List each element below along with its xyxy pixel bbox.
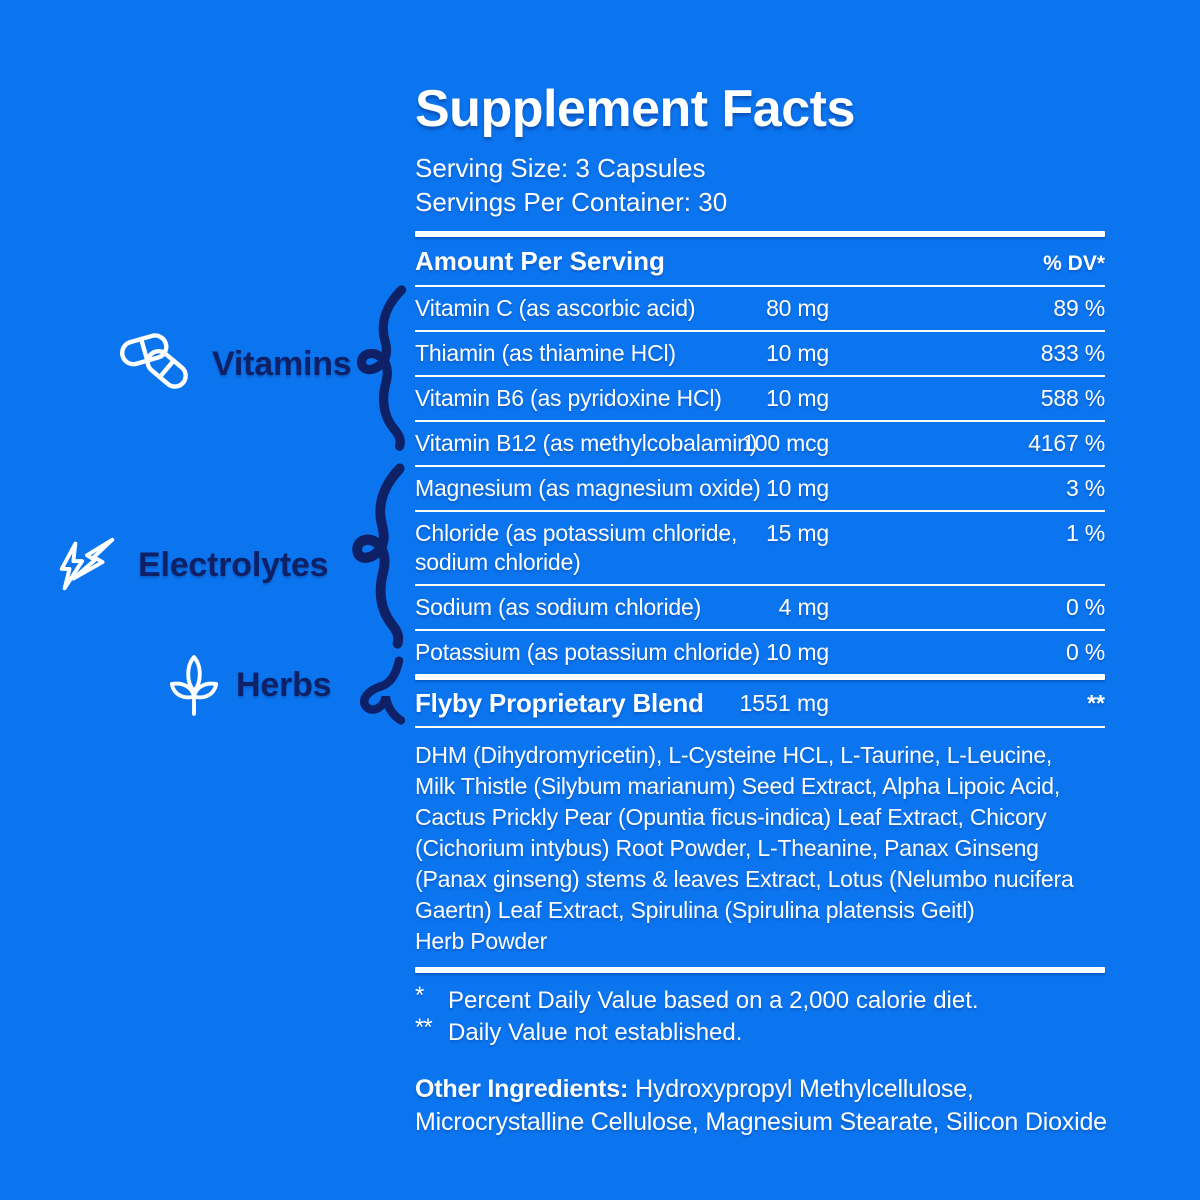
facts-panel: Supplement Facts Serving Size: 3 Capsule…: [415, 80, 1107, 1139]
category-vitamins: Vitamins: [112, 328, 352, 400]
blend-description: DHM (Dihydromyricetin), L-Cysteine HCL, …: [415, 740, 1105, 957]
ingredient-name-line2: sodium chloride): [415, 548, 581, 575]
table-row: Sodium (as sodium chloride) 4 mg 0 %: [415, 586, 1105, 631]
divider-thick-bottom: [415, 966, 1105, 973]
serving-size-text: Serving Size: 3 Capsules: [415, 152, 706, 183]
other-ingredients: Other Ingredients: Hydroxypropyl Methylce…: [415, 1073, 1130, 1139]
category-electrolytes-label: Electrolytes: [138, 545, 329, 584]
ingredient-dv: 0 %: [1065, 638, 1105, 665]
ingredient-name: Thiamin (as thiamine HCl): [415, 339, 676, 366]
ingredient-amount: 80 mg: [766, 294, 829, 321]
footnote-text: Daily Value not established.: [448, 1018, 743, 1046]
category-electrolytes: Electrolytes: [52, 530, 329, 600]
ingredient-name: Potassium (as potassium chloride): [415, 638, 760, 665]
blend-header-row: Flyby Proprietary Blend 1551 mg **: [415, 680, 1105, 728]
footnotes: * Percent Daily Value based on a 2,000 c…: [415, 982, 1105, 1049]
footnote-text: Percent Daily Value based on a 2,000 cal…: [448, 986, 979, 1014]
herbs-brace: [359, 656, 406, 725]
ingredient-name: Vitamin C (as ascorbic acid): [415, 294, 696, 321]
ingredient-amount: 10 mg: [766, 384, 829, 411]
ingredient-dv: 0 %: [1065, 593, 1105, 620]
ingredient-dv: 588 %: [1040, 384, 1105, 411]
blend-description-line: Herb Powder: [415, 927, 548, 954]
table-row: Chloride (as potassium chloride, sodium …: [415, 512, 1105, 586]
table-row: Thiamin (as thiamine HCl) 10 mg 833 %: [415, 332, 1105, 377]
footnote-not-established: ** Daily Value not established.: [415, 1014, 1105, 1049]
ingredient-name: Vitamin B6 (as pyridoxine HCl): [415, 384, 722, 411]
footnote-dv: * Percent Daily Value based on a 2,000 c…: [415, 982, 1105, 1017]
ingredient-amount: 10 mg: [766, 474, 829, 501]
page-title: Supplement Facts: [415, 80, 855, 138]
ingredient-amount: 10 mg: [766, 638, 829, 665]
ingredient-dv: 1 %: [1065, 519, 1105, 546]
category-vitamins-label: Vitamins: [212, 344, 352, 383]
ingredient-dv: 833 %: [1040, 339, 1105, 366]
category-herbs-label: Herbs: [236, 665, 332, 704]
divider-thick-top: [415, 230, 1105, 237]
amount-per-serving-header: Amount Per Serving: [415, 245, 665, 276]
ingredient-dv: 4167 %: [1028, 429, 1105, 456]
ingredient-amount: 15 mg: [766, 519, 829, 546]
table-header: Amount Per Serving % DV*: [415, 237, 1105, 287]
servings-per-container-text: Servings Per Container: 30: [415, 186, 728, 217]
ingredient-name: Sodium (as sodium chloride): [415, 593, 702, 620]
pills-icon: [120, 333, 188, 389]
footnote-marker: **: [415, 1013, 433, 1041]
ingredient-amount: 10 mg: [766, 339, 829, 366]
blend-description-line: (Cichorium intybus) Root Powder, L-Thean…: [415, 834, 1039, 861]
sprout-icon: [169, 655, 219, 716]
blend-amount: 1551 mg: [739, 689, 829, 716]
table-row: Vitamin B6 (as pyridoxine HCl) 10 mg 588…: [415, 377, 1105, 422]
serving-info: Serving Size: 3 Capsules Servings Per Co…: [415, 151, 1105, 219]
blend-description-line: (Panax ginseng) stems & leaves Extract, …: [415, 865, 1074, 892]
ingredient-amount: 4 mg: [778, 593, 830, 620]
blend-description-line: Cactus Prickly Pear (Opuntia ficus-indic…: [415, 803, 1047, 830]
other-ingredients-text: Hydroxypropyl Methylcellulose, Microcrys…: [415, 1074, 1107, 1136]
ingredient-name: Vitamin B12 (as methylcobalamin): [415, 429, 758, 456]
divider-thick-blend: [415, 673, 1105, 680]
blend-dv: **: [1087, 689, 1105, 716]
table-row: Vitamin C (as ascorbic acid) 80 mg 89 %: [415, 287, 1105, 332]
ingredient-dv: 3 %: [1065, 474, 1105, 501]
ingredient-dv: 89 %: [1053, 294, 1105, 321]
vitamins-brace: [356, 285, 407, 451]
blend-description-line: Gaertn) Leaf Extract, Spirulina (Spiruli…: [415, 896, 975, 923]
ingredient-name: Chloride (as potassium chloride,: [415, 519, 738, 546]
percent-dv-header: % DV*: [1043, 251, 1105, 275]
blend-name: Flyby Proprietary Blend: [415, 687, 704, 718]
electrolytes-brace: [352, 463, 405, 649]
other-ingredients-label: Other Ingredients:: [415, 1074, 629, 1103]
blend-description-line: DHM (Dihydromyricetin), L-Cysteine HCL, …: [415, 741, 1053, 768]
lightning-icon: [59, 537, 115, 591]
table-row: Vitamin B12 (as methylcobalamin) 100 mcg…: [415, 422, 1105, 467]
category-herbs: Herbs: [168, 652, 332, 718]
ingredient-name: Magnesium (as magnesium oxide): [415, 474, 761, 501]
table-row: Magnesium (as magnesium oxide) 10 mg 3 %: [415, 467, 1105, 512]
footnote-marker: *: [415, 981, 424, 1009]
blend-description-line: Milk Thistle (Silybum marianum) Seed Ext…: [415, 772, 1061, 799]
ingredient-amount: 100 mcg: [742, 429, 829, 456]
table-row: Potassium (as potassium chloride) 10 mg …: [415, 631, 1105, 674]
